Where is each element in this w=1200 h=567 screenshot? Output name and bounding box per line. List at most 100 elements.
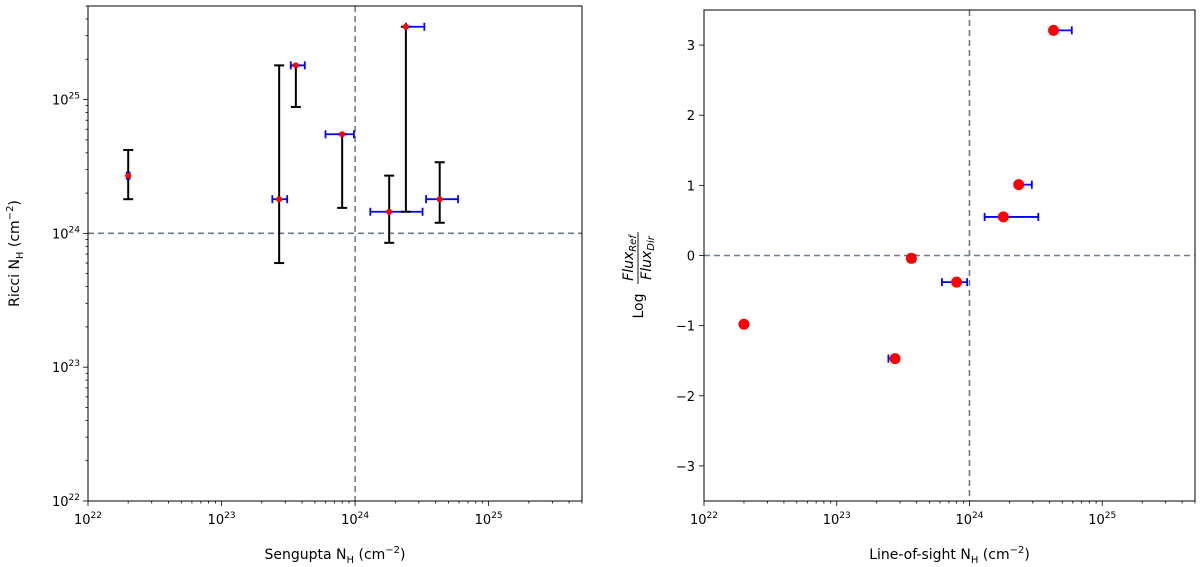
x-axis-label-subscript: H (971, 555, 979, 566)
x-tick-label: 1022 (690, 511, 718, 528)
x-tick-exponent: 25 (491, 511, 502, 521)
data-marker (436, 196, 443, 203)
data-point (983, 211, 1040, 223)
data-point (324, 130, 355, 209)
data-marker (276, 196, 283, 203)
y-axis-label-numerator-text: Flux (621, 251, 637, 281)
x-tick-base: 10 (690, 513, 707, 528)
data-point (1013, 179, 1033, 191)
x-tick-label: 1023 (208, 511, 236, 528)
y-axis-label-unit-exponent: −2 (5, 206, 16, 221)
data-point (271, 64, 289, 265)
x-tick-exponent: 24 (358, 511, 370, 521)
y-axis-label: Ricci NH (cm−2) (5, 200, 26, 307)
axes-frame (703, 9, 1196, 502)
data-marker (125, 172, 132, 179)
data-point (887, 353, 901, 365)
x-axis-label: Sengupta NH (cm−2) (264, 545, 405, 566)
data-point (738, 318, 750, 330)
y-tick-label: −1 (676, 320, 695, 335)
x-tick-label: 1024 (955, 511, 983, 528)
x-tick-base: 10 (1088, 513, 1105, 528)
y-tick-exponent: 22 (69, 493, 80, 503)
x-axis-label-unit-close: ) (400, 547, 405, 563)
x-tick-label: 1025 (1088, 511, 1116, 528)
y-tick-label: 2 (687, 109, 695, 124)
y-tick-label: 0 (687, 250, 695, 265)
data-marker (905, 252, 917, 264)
y-tick-base: 10 (52, 361, 69, 376)
y-tick-label: 1022 (52, 493, 80, 510)
data-marker (951, 276, 963, 288)
x-tick-label: 1024 (341, 511, 369, 528)
y-tick-base: 10 (52, 495, 69, 510)
axes-frame (87, 5, 583, 502)
data-marker (738, 318, 750, 330)
data-marker (402, 23, 409, 30)
data-point (289, 61, 306, 108)
x-tick-base: 10 (475, 513, 492, 528)
y-tick-exponent: 25 (69, 92, 80, 102)
y-axis-label-name: Ricci N (7, 259, 23, 307)
y-axis-label-numerator-subscript: Ref (628, 234, 639, 252)
data-point (1048, 24, 1073, 36)
y-axis-label-subscript: H (15, 252, 26, 260)
data-point (941, 276, 969, 288)
x-tick-base: 10 (341, 513, 358, 528)
x-axis-label-name: Line-of-sight N (869, 547, 971, 563)
x-tick-label: 1025 (475, 511, 503, 528)
y-axis-label-denominator: FluxDir (639, 235, 657, 280)
data-marker (292, 62, 299, 69)
y-axis-label-unit: (cm (7, 220, 23, 251)
x-tick-exponent: 23 (224, 511, 235, 521)
x-tick-exponent: 22 (707, 511, 718, 521)
y-axis-label-log: Log (631, 293, 647, 318)
x-axis-label-unit: (cm (354, 547, 385, 563)
data-marker (889, 353, 901, 365)
x-axis-label-unit: (cm (978, 547, 1009, 563)
data-point (905, 252, 917, 264)
data-marker (339, 131, 346, 138)
y-tick-label: −3 (676, 460, 695, 475)
data-marker (997, 211, 1009, 223)
x-tick-exponent: 23 (839, 511, 850, 521)
chart-1: 1022 1023 1024 10251022102310241025Sengupta… (5, 5, 583, 566)
x-tick-base: 10 (955, 513, 972, 528)
x-axis-label-unit-exponent: −2 (1010, 545, 1025, 556)
x-tick-exponent: 24 (972, 511, 984, 521)
x-tick-exponent: 25 (1105, 511, 1116, 521)
y-tick-exponent: 23 (69, 359, 80, 369)
x-tick-base: 10 (823, 513, 840, 528)
x-tick-exponent: 22 (91, 511, 102, 521)
y-tick-exponent: 24 (69, 225, 81, 235)
y-axis-label-denominator-text: Flux (639, 250, 655, 280)
data-marker (1048, 24, 1060, 36)
data-point (425, 161, 459, 224)
y-tick-label: −2 (676, 390, 695, 405)
x-axis-label-unit-close: ) (1024, 547, 1029, 563)
y-tick-label: 1 (687, 179, 695, 194)
y-tick-label: 1024 (52, 225, 80, 242)
data-point (369, 174, 424, 244)
x-axis-label-subscript: H (347, 555, 355, 566)
y-tick-label: 1023 (52, 359, 80, 376)
y-axis-label-denominator-subscript: Dir (646, 235, 657, 250)
y-tick-label: 3 (687, 39, 695, 54)
x-tick-base: 10 (208, 513, 225, 528)
data-marker (386, 208, 393, 215)
y-axis-label-numerator: FluxRef (621, 234, 639, 281)
x-tick-label: 1022 (74, 511, 102, 528)
x-axis-label-unit-exponent: −2 (385, 545, 400, 556)
data-point (123, 148, 134, 201)
y-tick-base: 10 (52, 227, 69, 242)
x-tick-label: 1023 (823, 511, 851, 528)
x-tick-base: 10 (74, 513, 91, 528)
data-marker (1013, 179, 1025, 191)
x-axis-label: Line-of-sight NH (cm−2) (869, 545, 1030, 566)
x-axis-label-name: Sengupta N (264, 547, 346, 563)
chart-2: 1022 1023 1024 1025−3−2−10123Line-of-sight … (621, 9, 1196, 566)
y-axis-label-unit-close: ) (7, 200, 23, 205)
y-tick-base: 10 (52, 94, 69, 109)
